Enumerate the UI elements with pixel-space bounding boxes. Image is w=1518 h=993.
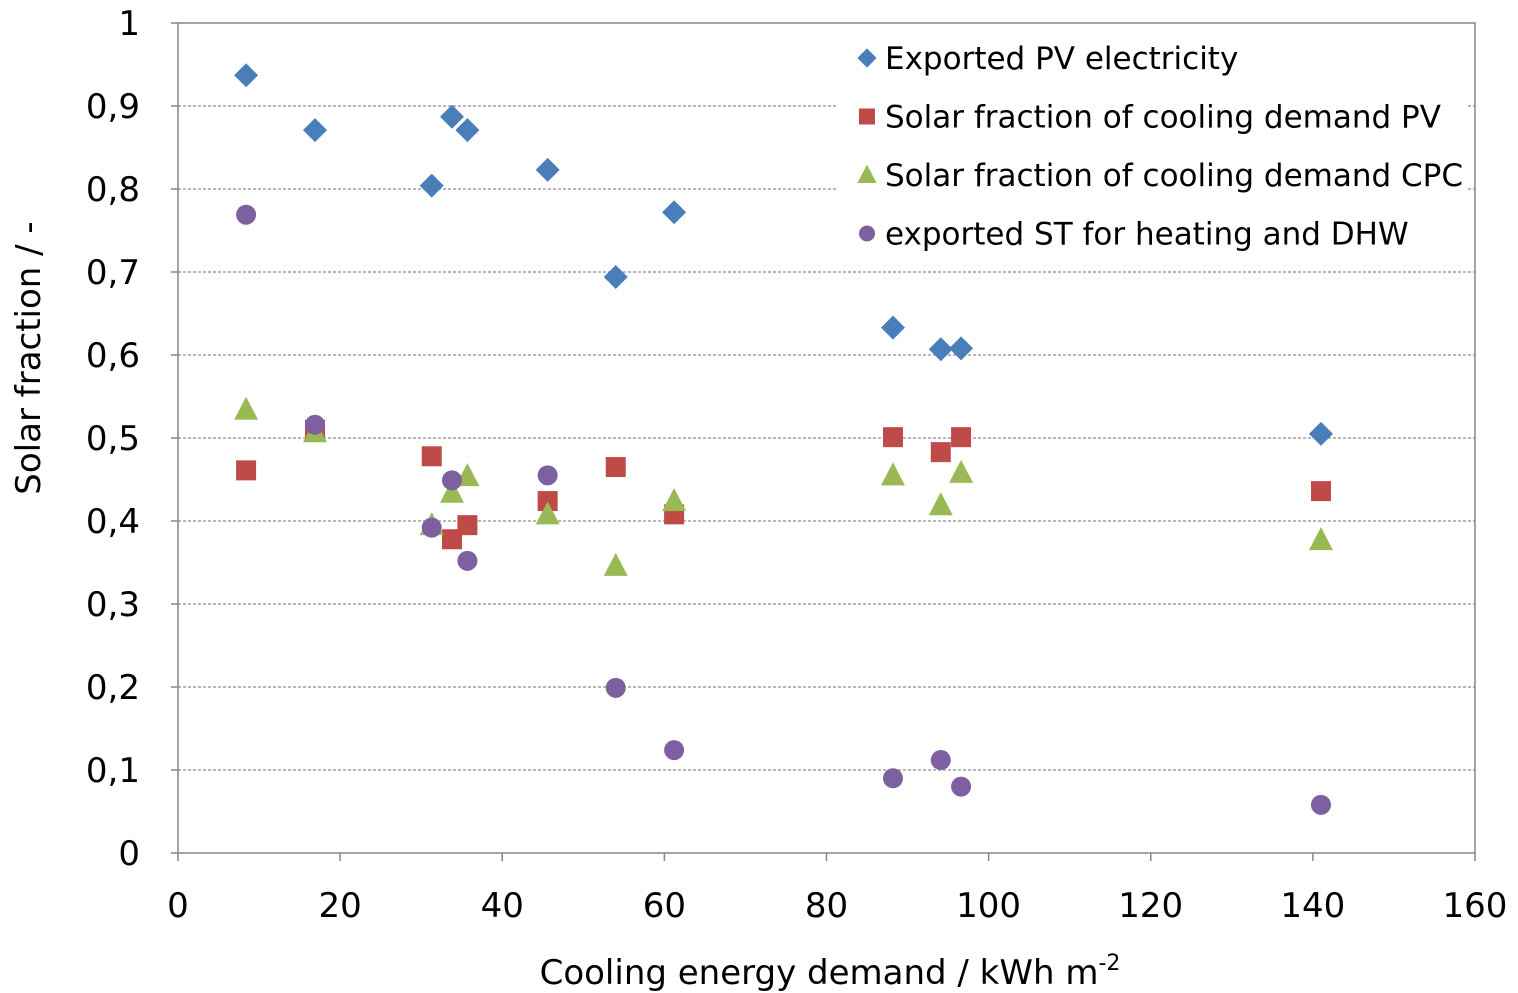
point bbox=[930, 442, 951, 463]
legend-marker bbox=[859, 225, 875, 242]
point bbox=[236, 204, 257, 225]
point bbox=[664, 740, 685, 761]
point bbox=[535, 157, 560, 182]
point bbox=[930, 750, 951, 771]
x-tick-label: 40 bbox=[481, 886, 524, 926]
point bbox=[535, 501, 560, 525]
point bbox=[537, 465, 558, 486]
point bbox=[1308, 421, 1333, 446]
legend-marker bbox=[857, 164, 877, 183]
point bbox=[234, 396, 259, 420]
ticks: 0 0,1 0,2 0,3 0,4 0,5 0,6 0,7 0,8 0,9 1 0 20 40 60 80 10… bbox=[86, 4, 1508, 926]
x-tick-label: 100 bbox=[956, 886, 1021, 926]
y-tick-label: 0,9 bbox=[86, 87, 140, 127]
point bbox=[457, 550, 478, 571]
legend-label: exported ST for heating and DHW bbox=[885, 217, 1409, 253]
point bbox=[951, 776, 972, 797]
legend: Exported PV electricity Solar fraction of… bbox=[838, 30, 1468, 260]
y-tick-label: 1 bbox=[118, 4, 140, 44]
point bbox=[1310, 481, 1331, 502]
point bbox=[441, 529, 462, 550]
point bbox=[605, 457, 626, 478]
point bbox=[603, 552, 628, 576]
legend-marker bbox=[857, 48, 877, 68]
legend-label: Exported PV electricity bbox=[885, 41, 1238, 77]
point bbox=[882, 427, 903, 448]
point bbox=[880, 462, 905, 486]
point bbox=[662, 488, 687, 512]
point bbox=[304, 414, 325, 435]
y-tick-label: 0,2 bbox=[86, 668, 140, 708]
point bbox=[234, 63, 259, 88]
point bbox=[537, 491, 558, 512]
point bbox=[949, 336, 974, 361]
y-tick-label: 0 bbox=[118, 834, 140, 874]
x-tick-label: 160 bbox=[1443, 886, 1508, 926]
legend-background bbox=[838, 30, 1468, 260]
point bbox=[880, 315, 905, 340]
y-axis-title: Solar fraction / - bbox=[9, 221, 49, 494]
x-tick-label: 80 bbox=[805, 886, 848, 926]
point bbox=[455, 118, 480, 143]
x-tick-label: 0 bbox=[167, 886, 189, 926]
point bbox=[302, 118, 327, 143]
x-axis-title-main: Cooling energy demand / kWh m bbox=[540, 953, 1099, 993]
point bbox=[421, 446, 442, 467]
point bbox=[1308, 527, 1333, 551]
x-tick-label: 60 bbox=[643, 886, 686, 926]
y-tick-label: 0,8 bbox=[86, 170, 140, 210]
point bbox=[457, 515, 478, 536]
point bbox=[882, 768, 903, 789]
y-tick-label: 0,6 bbox=[86, 336, 140, 376]
legend-label: Solar fraction of cooling demand PV bbox=[885, 100, 1441, 136]
y-tick-label: 0,7 bbox=[86, 253, 140, 293]
point bbox=[951, 427, 972, 448]
x-axis-title-sup: -2 bbox=[1098, 951, 1120, 976]
point bbox=[441, 470, 462, 491]
x-tick-label: 120 bbox=[1118, 886, 1183, 926]
y-tick-label: 0,4 bbox=[86, 502, 140, 542]
point bbox=[421, 517, 442, 538]
point bbox=[603, 264, 628, 289]
y-tick-label: 0,1 bbox=[86, 751, 140, 791]
x-tick-label: 20 bbox=[318, 886, 361, 926]
point bbox=[236, 460, 257, 481]
point bbox=[419, 173, 444, 198]
point bbox=[949, 459, 974, 483]
legend-marker bbox=[859, 108, 875, 125]
x-axis-title: Cooling energy demand / kWh m-2 bbox=[540, 951, 1121, 993]
point bbox=[439, 104, 464, 129]
marks bbox=[234, 63, 1333, 815]
x-tick-label: 140 bbox=[1280, 886, 1345, 926]
point bbox=[928, 337, 953, 362]
legend-label: Solar fraction of cooling demand CPC bbox=[885, 158, 1463, 194]
y-tick-label: 0,3 bbox=[86, 585, 140, 625]
point bbox=[439, 479, 464, 503]
point bbox=[1310, 794, 1331, 815]
point bbox=[662, 200, 687, 225]
point bbox=[605, 677, 626, 698]
y-tick-label: 0,5 bbox=[86, 419, 140, 459]
point bbox=[928, 492, 953, 516]
